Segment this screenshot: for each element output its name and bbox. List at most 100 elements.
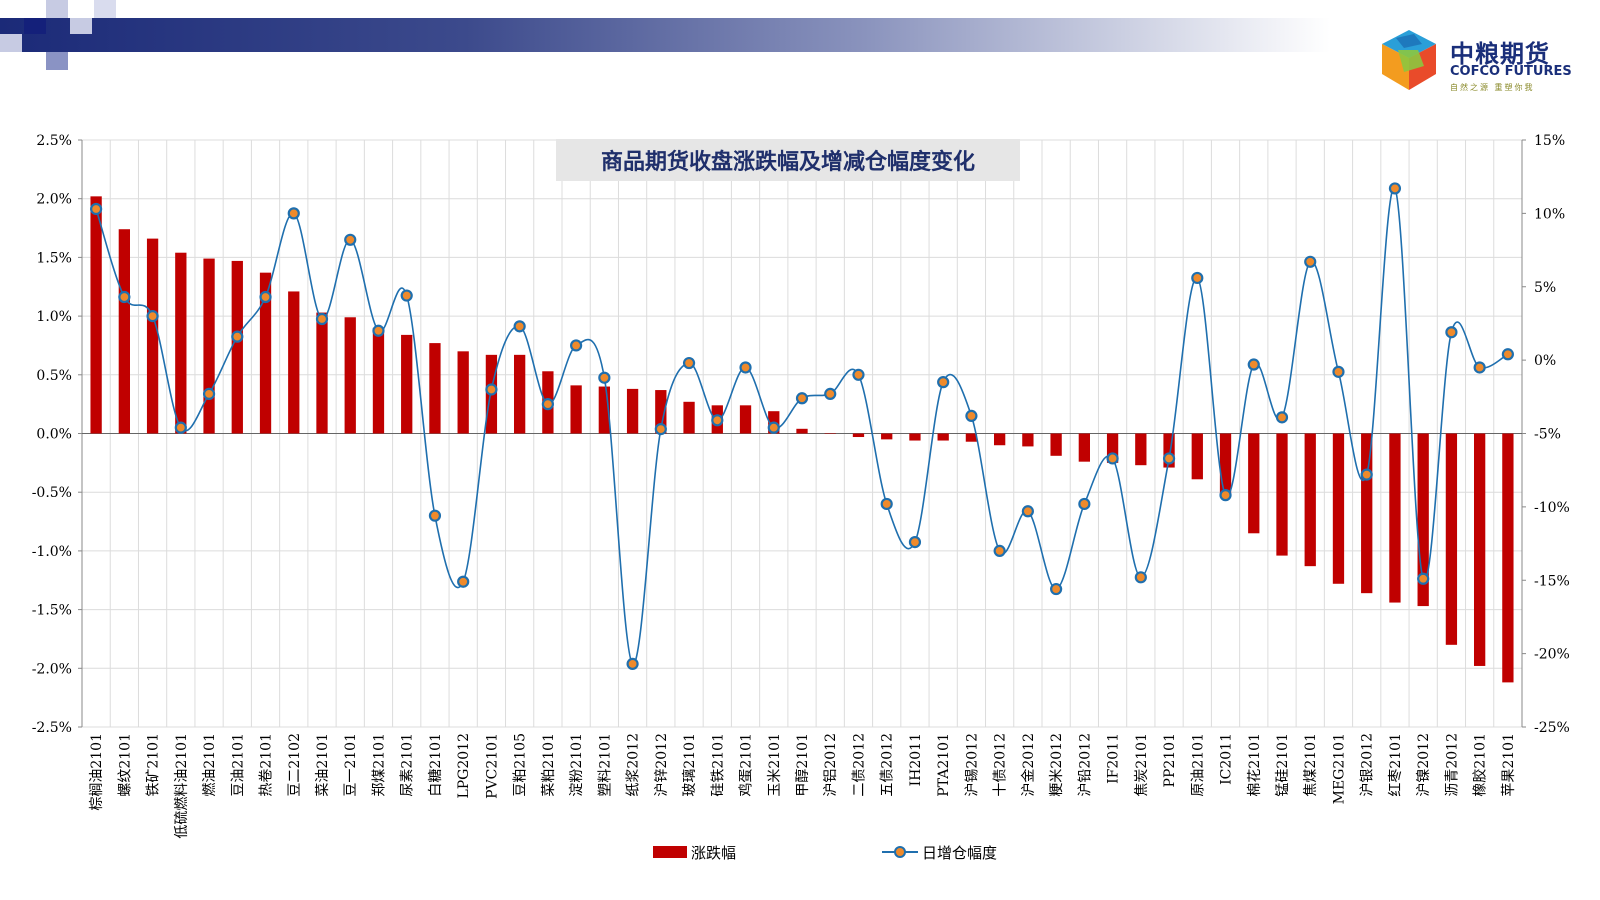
- category-label: 沪锡2012: [964, 733, 980, 797]
- bar: [146, 238, 159, 434]
- bar: [994, 433, 1006, 446]
- category-label: 甲醇2101: [794, 733, 811, 797]
- header-square-6: [94, 0, 116, 18]
- category-label: 燃油2101: [201, 733, 218, 797]
- line-point: [344, 233, 357, 246]
- category-label: 郑煤2101: [371, 733, 387, 797]
- right-axis-tick-label: 10%: [1534, 206, 1565, 222]
- line-point: [202, 387, 216, 400]
- legend-label-bar: 涨跌幅: [691, 844, 736, 862]
- logo-cube-icon: [1382, 30, 1436, 90]
- bar: [457, 351, 469, 434]
- line-point: [880, 497, 893, 511]
- right-axis-tick-label: -25%: [1534, 720, 1570, 736]
- right-axis-tick-label: 0%: [1534, 353, 1556, 369]
- bar: [1502, 433, 1514, 683]
- left-axis-tick-label: 2.0%: [36, 192, 72, 208]
- bar: [1191, 433, 1203, 480]
- bar: [1389, 433, 1401, 603]
- category-label: 螺纹2101: [117, 733, 133, 797]
- line-point: [541, 398, 554, 411]
- category-label: 棉花2101: [1246, 733, 1263, 797]
- category-label: 棕榈油2101: [89, 733, 105, 811]
- line-point: [1332, 365, 1345, 378]
- category-label: 沥青2012: [1444, 733, 1460, 797]
- header-band: [0, 18, 1330, 52]
- category-label: 沪铝2012: [823, 733, 839, 797]
- category-label: 沪镍2012: [1416, 733, 1432, 797]
- legend: 涨跌幅 日增仓幅度: [653, 844, 997, 862]
- bar: [259, 272, 272, 434]
- bar: [372, 327, 385, 434]
- bar: [1361, 433, 1373, 594]
- left-axis-tick-label: -2.5%: [32, 720, 72, 736]
- bar: [1050, 433, 1062, 456]
- bar: [881, 433, 893, 440]
- category-label: 五债2012: [880, 733, 896, 797]
- bar: [965, 433, 978, 442]
- left-axis-tick-label: 0.0%: [36, 427, 72, 443]
- line-point: [993, 544, 1006, 558]
- category-label: 粳米2012: [1049, 733, 1065, 797]
- left-axis-tick-label: -2.0%: [32, 661, 72, 677]
- line-point: [1247, 358, 1260, 371]
- legend-label-line: 日增仓幅度: [922, 844, 997, 862]
- category-label: 沪锌2012: [654, 733, 670, 797]
- category-label: 焦煤2101: [1303, 733, 1319, 797]
- bar: [1304, 433, 1316, 567]
- header-square-4: [0, 34, 22, 52]
- line-point: [1304, 255, 1317, 268]
- bar: [203, 258, 215, 434]
- line-point: [372, 324, 385, 337]
- bar: [344, 317, 356, 434]
- right-axis-tick-label: 15%: [1534, 133, 1565, 149]
- line-point: [654, 422, 667, 436]
- category-label: IC2011: [1219, 733, 1235, 785]
- category-label: 塑料2101: [597, 733, 613, 797]
- category-label: 沪银2012: [1360, 733, 1376, 797]
- company-logo: 中粮期货 COFCO FUTURES 自然之源 重塑你我: [1378, 28, 1588, 98]
- bar: [175, 252, 187, 434]
- header-square-1: [24, 18, 46, 34]
- line-point: [1501, 348, 1514, 361]
- line-point: [1417, 572, 1430, 585]
- category-label: IF2011: [1106, 733, 1122, 784]
- category-label: 白糖2101: [428, 733, 444, 797]
- right-axis-tick-label: -20%: [1534, 647, 1570, 663]
- line-point: [90, 202, 103, 216]
- category-label: 十债2012: [993, 733, 1009, 797]
- logo-chinese-name: 中粮期货: [1450, 40, 1550, 68]
- category-label: 铁矿2101: [146, 733, 162, 797]
- bar: [626, 388, 639, 434]
- line-point: [174, 421, 187, 434]
- line-layer: [90, 182, 1514, 670]
- category-label: 豆一2101: [343, 733, 359, 797]
- bar: [1276, 433, 1288, 556]
- line-point: [767, 421, 780, 434]
- line-point: [485, 383, 498, 396]
- chart-title: 商品期货收盘涨跌幅及增减仓幅度变化: [601, 149, 975, 175]
- line-point: [1219, 489, 1232, 502]
- category-label: 焦炭2101: [1134, 733, 1150, 797]
- category-label: 鸡蛋2101: [738, 733, 755, 797]
- legend-bar-swatch: [653, 846, 687, 858]
- line-point: [1078, 497, 1091, 511]
- logo-slogan: 自然之源 重塑你我: [1450, 83, 1535, 92]
- right-axis-tick-label: -5%: [1534, 427, 1561, 443]
- category-label: 沪金2012: [1021, 733, 1037, 797]
- line-point: [711, 414, 724, 427]
- bar: [514, 354, 526, 434]
- line-point: [626, 657, 639, 670]
- line-point: [1473, 361, 1486, 374]
- category-label: 橡胶2101: [1472, 733, 1489, 797]
- bar: [1022, 433, 1034, 447]
- bar: [316, 312, 328, 434]
- bar: [1078, 433, 1090, 462]
- bar: [288, 291, 300, 434]
- line-point: [400, 289, 413, 302]
- line-point: [1388, 182, 1402, 195]
- bar: [1332, 433, 1345, 584]
- category-label: 低硫燃料油2101: [173, 733, 190, 839]
- bar: [796, 428, 808, 434]
- bar: [739, 405, 752, 434]
